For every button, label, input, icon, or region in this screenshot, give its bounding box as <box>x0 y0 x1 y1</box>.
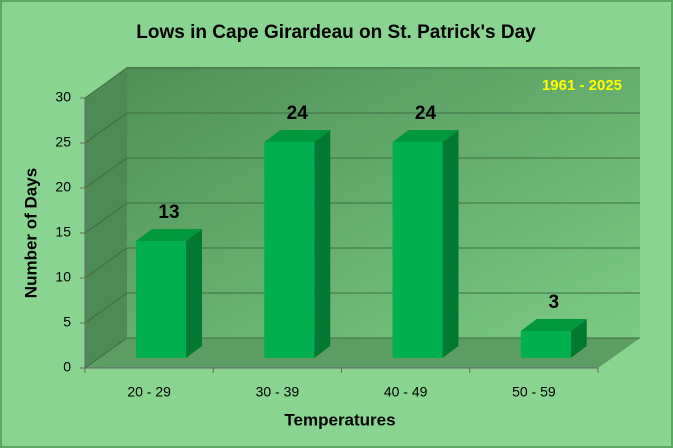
bar-top <box>520 319 587 331</box>
bar-side <box>314 130 331 358</box>
grid-line <box>84 157 128 189</box>
annotation: 1961 - 2025 <box>542 77 622 94</box>
y-tick-label: 15 <box>55 224 71 240</box>
data-label: 3 <box>548 292 559 313</box>
y-tick-label: 10 <box>55 269 71 285</box>
grid-line <box>84 112 128 144</box>
data-label: 24 <box>287 103 309 124</box>
grid-line <box>84 247 128 279</box>
bar <box>392 142 443 358</box>
bar-side <box>570 319 587 358</box>
y-tick-label: 0 <box>63 359 71 375</box>
grid-line <box>84 292 128 324</box>
y-tick-label: 20 <box>55 179 71 195</box>
y-tick-label: 5 <box>63 314 71 330</box>
x-axis-title: Temperatures <box>284 410 395 429</box>
y-tick-label: 30 <box>55 89 71 105</box>
grid-line <box>84 337 128 369</box>
bar-top <box>136 229 202 241</box>
x-tick-label: 40 - 49 <box>384 384 428 400</box>
grid-line <box>84 67 128 99</box>
y-axis-title: Number of Days <box>21 168 40 298</box>
chart-title: Lows in Cape Girardeau on St. Patrick's … <box>136 22 536 43</box>
bar <box>136 241 186 358</box>
bar <box>264 142 315 358</box>
bar-side <box>186 229 202 358</box>
bar <box>520 331 571 358</box>
bar-top <box>392 130 459 142</box>
x-tick-label: 50 - 59 <box>512 384 556 400</box>
bar-top <box>264 130 331 142</box>
x-tick-label: 30 - 39 <box>256 384 300 400</box>
bar-side <box>442 130 459 358</box>
data-label: 24 <box>415 103 437 124</box>
y-tick-label: 25 <box>55 134 71 150</box>
x-tick-label: 20 - 29 <box>127 384 171 400</box>
floor <box>85 338 640 368</box>
grid-line <box>84 202 128 234</box>
data-label: 13 <box>158 202 179 223</box>
